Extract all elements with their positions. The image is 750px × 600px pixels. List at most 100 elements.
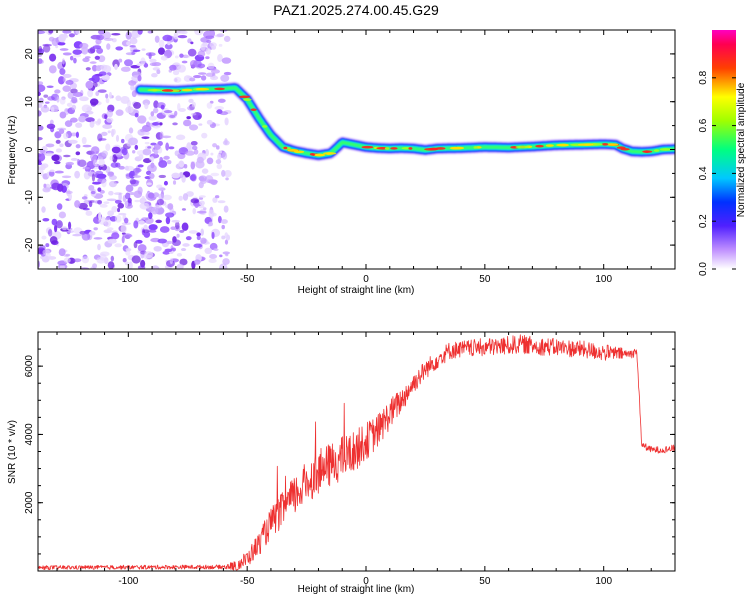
ridge-hotspot — [590, 143, 603, 146]
snr-xtick-label: 0 — [363, 576, 369, 587]
noise-blob — [179, 258, 188, 266]
noise-blob — [83, 199, 91, 204]
noise-blob — [93, 227, 98, 231]
noise-blob — [189, 77, 196, 82]
noise-blob — [175, 221, 180, 230]
noise-blob — [177, 34, 188, 39]
noise-blob — [95, 65, 102, 72]
noise-blob — [137, 186, 143, 195]
snr-panel: -100 -50 0 50 100 2000 4000 6000 Height of str… — [7, 331, 676, 595]
noise-blob — [115, 95, 122, 102]
noise-blob — [49, 236, 58, 245]
noise-blob — [193, 74, 202, 79]
snr-frame — [37, 331, 676, 572]
noise-blob — [38, 125, 44, 131]
noise-blob — [220, 219, 228, 224]
noise-blob — [72, 54, 82, 58]
noise-blob — [91, 74, 100, 83]
noise-blob — [200, 237, 207, 244]
noise-blob — [105, 217, 110, 221]
noise-blob — [224, 239, 229, 245]
noise-blob — [211, 212, 217, 217]
noise-blob — [48, 65, 57, 74]
ridge-hotspot — [535, 144, 544, 148]
noise-blob — [85, 80, 94, 89]
noise-blob — [41, 206, 46, 213]
noise-blob — [217, 200, 226, 204]
noise-blob — [123, 217, 129, 224]
noise-blob — [143, 131, 150, 136]
noise-blob — [67, 221, 72, 230]
noise-blob — [65, 80, 74, 85]
noise-blob — [42, 249, 51, 256]
noise-blob — [59, 68, 66, 75]
ridge-hotspot — [601, 142, 609, 146]
noise-blob — [50, 106, 55, 113]
ridge-hotspot — [287, 149, 299, 152]
noise-blob — [62, 52, 72, 56]
noise-blob — [171, 239, 181, 247]
noise-blob — [133, 220, 139, 229]
noise-blob — [82, 144, 92, 148]
noise-blob — [90, 190, 96, 195]
noise-blob — [63, 257, 71, 264]
noise-blob — [100, 64, 108, 71]
noise-blob — [158, 174, 167, 179]
noise-blob — [63, 154, 71, 158]
noise-blob — [59, 97, 66, 105]
noise-blob — [85, 210, 93, 216]
noise-blob — [189, 59, 198, 68]
noise-blob — [125, 174, 132, 179]
noise-blob — [133, 101, 142, 109]
spectrogram-noise — [38, 30, 232, 269]
ridge-hotspot — [314, 153, 325, 157]
spectrogram-content — [38, 30, 675, 269]
noise-blob — [99, 251, 110, 257]
noise-blob — [128, 261, 133, 269]
noise-blob — [74, 170, 81, 179]
noise-blob — [42, 44, 51, 53]
spectrogram-ytick-label: 20 — [24, 48, 35, 60]
noise-blob — [103, 257, 109, 265]
noise-blob — [66, 102, 73, 107]
noise-blob — [225, 177, 229, 181]
noise-blob — [90, 146, 100, 155]
noise-blob — [103, 201, 110, 204]
noise-blob — [137, 115, 147, 124]
noise-blob — [193, 259, 201, 265]
spectrogram-x-label: Height of straight line (km) — [298, 285, 415, 296]
noise-blob — [183, 119, 192, 127]
noise-blob — [128, 137, 138, 146]
noise-blob — [181, 60, 188, 64]
noise-blob — [121, 235, 125, 244]
noise-blob — [78, 202, 88, 210]
ridge-hotspot — [608, 143, 619, 146]
noise-blob — [190, 140, 198, 146]
noise-blob — [97, 243, 101, 251]
noise-blob — [157, 238, 168, 244]
noise-blob — [148, 212, 153, 220]
noise-blob — [96, 47, 104, 54]
noise-blob — [191, 112, 197, 116]
noise-blob — [42, 187, 51, 193]
ridge-hotspot — [323, 152, 337, 155]
noise-blob — [159, 131, 164, 140]
ridge-hotspot — [361, 145, 374, 149]
noise-blob — [82, 166, 91, 170]
noise-blob — [107, 210, 115, 217]
noise-blob — [179, 229, 185, 233]
noise-blob — [61, 175, 72, 179]
noise-blob — [206, 157, 214, 165]
noise-blob — [95, 91, 100, 97]
noise-blob — [61, 225, 68, 231]
noise-blob — [209, 254, 218, 259]
noise-blob — [97, 133, 103, 142]
noise-blob — [196, 235, 201, 241]
noise-blob — [40, 164, 46, 171]
snr-xtick-label: -50 — [240, 576, 255, 587]
noise-blob — [142, 99, 151, 106]
ridge-hotspot — [515, 145, 530, 149]
ridge-hotspot — [250, 108, 257, 112]
noise-blob — [118, 192, 122, 201]
noise-blob — [111, 32, 121, 36]
